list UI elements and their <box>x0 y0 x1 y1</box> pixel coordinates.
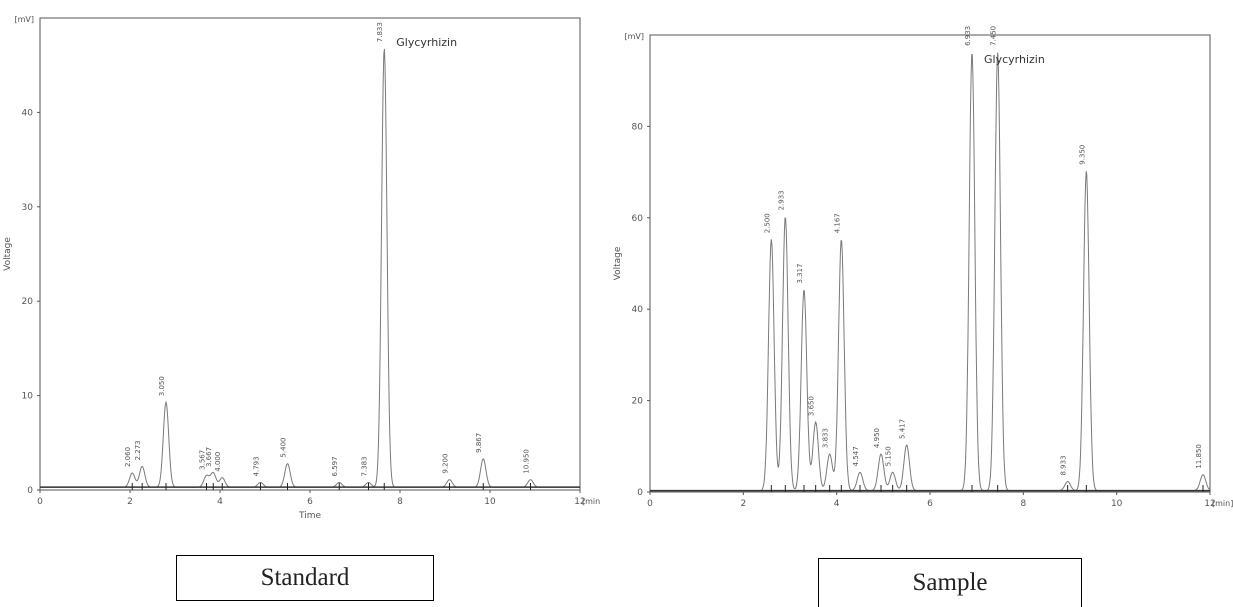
chart0-plot-frame <box>39 17 581 491</box>
chart1-peak-label: 7.450 <box>990 26 998 46</box>
chart0-annotation: Glycyrhizin <box>396 36 457 49</box>
chart0-peak-label: 2.060 <box>124 447 132 467</box>
chart1-peak-label: 11.850 <box>1195 444 1203 469</box>
chart1-x-tick-label: 0 <box>647 499 653 509</box>
chart0-y-tick-label: 30 <box>22 203 34 213</box>
chart1-peak-label: 3.833 <box>822 428 830 448</box>
chart0-peak-label: 7.833 <box>376 22 384 42</box>
chart1-x-tick-label: 6 <box>927 499 933 509</box>
chart1-peak-label: 5.150 <box>885 446 893 466</box>
chart1-peak-label: 2.933 <box>777 190 785 210</box>
chart1-y-tick-label: 40 <box>632 305 644 315</box>
chart0-peak-label: 9.200 <box>442 454 450 474</box>
chart0-y-unit: [mV] <box>14 15 34 24</box>
chart1-plot-frame <box>649 34 1211 493</box>
chart1-y-unit: [mV] <box>624 32 644 41</box>
chart0-x-tick-label: 10 <box>484 497 496 507</box>
standard-caption-text: Standard <box>260 564 350 591</box>
chart0-x-unit: [min] <box>582 497 600 506</box>
chart0-x-tick-label: 6 <box>307 497 313 507</box>
chart1-x-tick-label: 2 <box>740 499 746 509</box>
chart0-x-axis-label: Time <box>298 511 321 521</box>
chart1-y-tick-label: 80 <box>632 122 644 132</box>
chart1-x-tick-label: 10 <box>1111 499 1123 509</box>
chart1-x-tick-label: 12 <box>1204 499 1215 509</box>
chart0-peak-label: 4.000 <box>214 452 222 472</box>
chart0-peak-label: 10.950 <box>523 449 531 474</box>
chart1-peak-label: 4.950 <box>873 428 881 448</box>
chart0-peak-label: 3.567 <box>199 450 207 470</box>
chart1-peak-label: 9.350 <box>1078 145 1086 165</box>
chart0-x-tick-label: 2 <box>127 497 133 507</box>
chart0-x-tick-label: 8 <box>397 497 403 507</box>
chart0-peak-label: 3.667 <box>205 447 213 467</box>
sample-chart-svg: 0 20 40 60 80 0 2 4 6 8 10 12 [mV] [min] Voltage 2.500 2… <box>613 26 1233 509</box>
chart1-y-tick-label: 60 <box>632 214 644 224</box>
chart1-peak-label: 2.500 <box>763 213 771 233</box>
chart0-peak-label: 6.597 <box>331 456 339 476</box>
chart1-peak-label: 4.167 <box>833 213 841 233</box>
chart0-x-tick-label: 12 <box>574 497 585 507</box>
chart0-peak-label: 7.383 <box>361 456 369 476</box>
chart0-y-tick-label: 0 <box>27 486 33 496</box>
standard-chromatogram: 0 10 20 30 40 0 2 4 6 8 10 12 [mV] [min] Voltage Time 2.… <box>0 0 603 530</box>
standard-caption: Standard <box>176 555 434 601</box>
chart0-peak-label: 4.793 <box>253 456 261 476</box>
chart1-annotation: Glycyrhizin <box>984 53 1045 66</box>
chart0-y-axis-label: Voltage <box>3 237 13 271</box>
chart1-peak-label: 5.417 <box>899 419 907 439</box>
chart0-peak-label: 9.867 <box>475 433 483 453</box>
chart0-y-tick-label: 10 <box>22 392 34 402</box>
chart1-peak-label: 6.933 <box>964 26 972 46</box>
chart0-peak-label: 2.273 <box>134 440 142 460</box>
chart1-x-tick-label: 8 <box>1020 499 1026 509</box>
chart1-y-axis-label: Voltage <box>613 246 623 280</box>
chart1-y-tick-label: 20 <box>632 397 644 407</box>
chart0-y-tick-label: 40 <box>22 108 34 118</box>
chart1-peak-label: 8.933 <box>1060 455 1068 475</box>
chart1-trace <box>650 52 1211 492</box>
chart1-y-tick-label: 0 <box>637 488 643 498</box>
sample-chromatogram: 0 20 40 60 80 0 2 4 6 8 10 12 [mV] [min] Voltage 2.500 2… <box>610 10 1233 535</box>
chart0-peak-label: 5.400 <box>280 438 288 458</box>
sample-caption-text: Sample <box>912 569 988 596</box>
chart0-peak-label: 3.050 <box>158 376 166 396</box>
chart1-x-unit: [min] <box>1212 499 1233 508</box>
chart0-x-tick-label: 0 <box>37 497 43 507</box>
sample-caption: Sample <box>818 558 1082 607</box>
chart0-x-tick-label: 4 <box>217 497 223 507</box>
chart0-trace <box>40 48 580 488</box>
chart1-peak-label: 3.317 <box>796 264 804 284</box>
chart1-peak-label: 4.547 <box>852 446 860 466</box>
chart1-peak-label: 3.650 <box>808 396 816 416</box>
standard-chart-svg: 0 10 20 30 40 0 2 4 6 8 10 12 [mV] [min] Voltage Time 2.… <box>3 15 603 521</box>
chart0-y-tick-label: 20 <box>22 297 34 307</box>
chart1-x-tick-label: 4 <box>834 499 840 509</box>
